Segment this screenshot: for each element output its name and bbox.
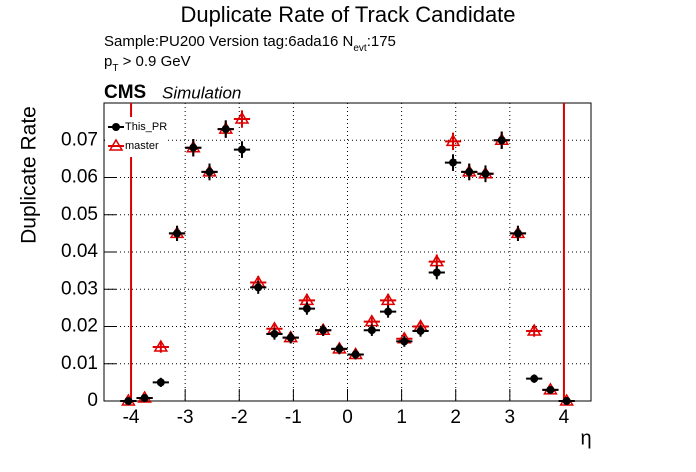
marker (108, 138, 124, 151)
cut-sub: T (112, 63, 118, 74)
marker (205, 167, 214, 176)
info-line: Sample:PU200 Version tag:6ada16 Nevt:175 (104, 33, 396, 54)
y-tick-label: 0.06 (61, 167, 98, 188)
marker (400, 337, 409, 346)
experiment: CMS (104, 82, 146, 103)
plot-frame (103, 102, 592, 402)
x-tick-label: -1 (285, 407, 302, 428)
x-tick-label: 3 (505, 407, 516, 428)
marker (237, 145, 246, 154)
y-tick-label: 0.02 (61, 316, 98, 337)
marker (140, 394, 149, 403)
marker (335, 344, 344, 353)
marker (497, 136, 506, 145)
marker (254, 283, 263, 292)
marker (513, 229, 522, 238)
marker (351, 350, 360, 359)
x-tick-label: 1 (396, 407, 407, 428)
x-tick-label: -3 (177, 407, 194, 428)
marker (270, 329, 279, 338)
cut-text: > 0.9 GeV (118, 53, 190, 70)
marker (384, 307, 393, 316)
marker (546, 385, 555, 394)
legend-label: This_PR (125, 121, 167, 133)
y-tick-label: 0 (87, 390, 98, 411)
y-tick-label: 0.04 (61, 241, 98, 262)
y-tick-label: 0.05 (61, 204, 98, 225)
marker (416, 326, 425, 335)
marker (530, 374, 539, 383)
marker (481, 169, 490, 178)
marker (173, 229, 182, 238)
x-tick-label: -2 (231, 407, 248, 428)
marker (367, 326, 376, 335)
marker (286, 333, 295, 342)
y-axis-label: Duplicate Rate (18, 106, 41, 244)
marker (221, 125, 230, 134)
x-tick-label: 0 (342, 407, 353, 428)
marker (380, 292, 396, 306)
marker (445, 133, 461, 147)
x-tick-label: -4 (123, 407, 140, 428)
marker (562, 397, 571, 405)
marker (156, 378, 165, 387)
marker (449, 158, 458, 167)
marker (234, 111, 250, 124)
y-tick-label: 0.03 (61, 278, 98, 299)
x-tick-label: 2 (450, 407, 461, 428)
marker (319, 326, 328, 335)
cut-line: pT > 0.9 GeV (104, 53, 191, 74)
chart-title: Duplicate Rate of Track Candidate (180, 2, 515, 27)
x-tick-label: 4 (559, 407, 570, 428)
legend-label: master (125, 140, 159, 152)
marker (153, 339, 169, 352)
y-tick-label: 0.07 (61, 129, 98, 150)
marker (465, 167, 474, 176)
marker (526, 323, 542, 336)
y-tick-label: 0.01 (61, 353, 98, 374)
info-sub: evt (353, 43, 367, 54)
marker (302, 304, 311, 313)
info-text: :175 (367, 33, 396, 50)
marker (124, 397, 133, 405)
cut-text: p (104, 53, 112, 70)
x-axis-label: η (580, 427, 591, 449)
marker (189, 143, 198, 152)
marker (432, 268, 441, 277)
marker (112, 123, 120, 131)
experiment-note: Simulation (162, 83, 241, 102)
info-text: Sample:PU200 Version tag:6ada16 N (104, 33, 353, 50)
